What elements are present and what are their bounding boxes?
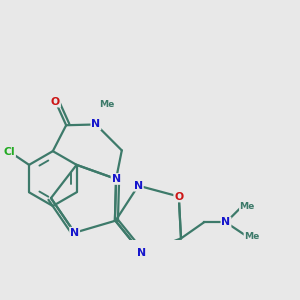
Text: Me: Me bbox=[244, 232, 260, 241]
Text: Me: Me bbox=[240, 202, 255, 211]
Text: N: N bbox=[91, 119, 101, 130]
Text: N: N bbox=[70, 228, 79, 238]
Text: Me: Me bbox=[99, 100, 114, 109]
Text: Cl: Cl bbox=[3, 146, 15, 157]
Text: O: O bbox=[174, 191, 183, 202]
Text: N: N bbox=[112, 174, 121, 184]
Text: N: N bbox=[221, 218, 230, 227]
Text: N: N bbox=[137, 248, 146, 258]
Text: O: O bbox=[51, 97, 60, 106]
Text: N: N bbox=[134, 181, 143, 191]
